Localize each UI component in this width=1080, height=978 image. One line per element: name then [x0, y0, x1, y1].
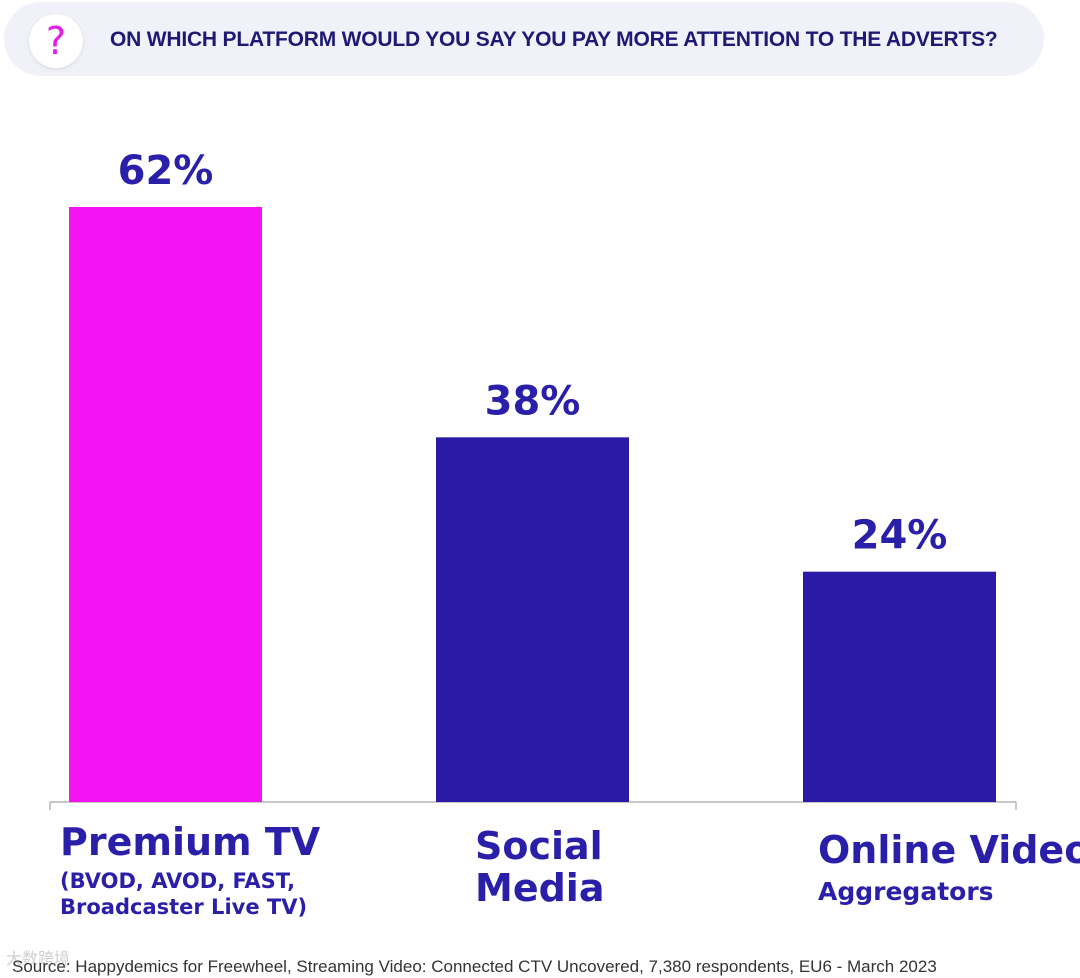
- category-label-premium-tv: Premium TV (BVOD, AVOD, FAST, Broadcaste…: [60, 820, 321, 920]
- category-main-label: Social: [475, 824, 603, 868]
- watermark: 大数跨境: [6, 951, 71, 968]
- category-main-label: Online Video: [818, 828, 1080, 872]
- bar-1: [436, 437, 629, 802]
- category-label-online-video: Online Video Aggregators: [818, 828, 1080, 907]
- category-label-social-media: Social Media: [475, 824, 605, 910]
- bar-0: [69, 207, 262, 802]
- bar-value-label-2: 24%: [852, 513, 948, 559]
- category-sub-label: Aggregators: [818, 876, 994, 906]
- question-text: ON WHICH PLATFORM WOULD YOU SAY YOU PAY …: [110, 28, 998, 51]
- bar-value-label-1: 38%: [485, 378, 581, 424]
- bar-2: [803, 571, 996, 802]
- category-sub-label: (BVOD, AVOD, FAST, Broadcaster Live TV): [60, 868, 308, 920]
- question-banner: ? ON WHICH PLATFORM WOULD YOU SAY YOU PA…: [4, 2, 1044, 76]
- category-main-label-line2: Media: [475, 865, 605, 910]
- bar-value-label-0: 62%: [118, 148, 214, 194]
- category-main-label: Premium TV: [60, 820, 321, 864]
- source-note: Source: Happydemics for Freewheel, Strea…: [12, 957, 937, 976]
- question-mark-icon: ?: [29, 14, 83, 68]
